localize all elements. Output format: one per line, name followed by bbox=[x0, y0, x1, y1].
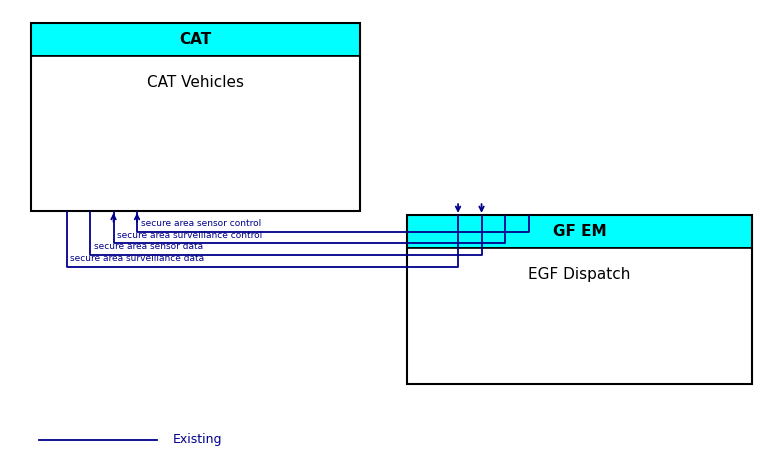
Text: GF EM: GF EM bbox=[553, 224, 606, 239]
Text: secure area surveillance control: secure area surveillance control bbox=[117, 231, 263, 240]
Text: secure area surveillance data: secure area surveillance data bbox=[70, 254, 204, 263]
Text: Existing: Existing bbox=[172, 433, 222, 446]
Text: EGF Dispatch: EGF Dispatch bbox=[529, 267, 630, 282]
Text: CAT Vehicles: CAT Vehicles bbox=[147, 75, 244, 90]
FancyBboxPatch shape bbox=[407, 248, 752, 384]
FancyBboxPatch shape bbox=[31, 23, 360, 56]
Text: CAT: CAT bbox=[179, 32, 212, 47]
Text: secure area sensor data: secure area sensor data bbox=[94, 242, 203, 251]
Text: secure area sensor control: secure area sensor control bbox=[141, 219, 262, 228]
FancyBboxPatch shape bbox=[407, 215, 752, 248]
FancyBboxPatch shape bbox=[31, 56, 360, 211]
